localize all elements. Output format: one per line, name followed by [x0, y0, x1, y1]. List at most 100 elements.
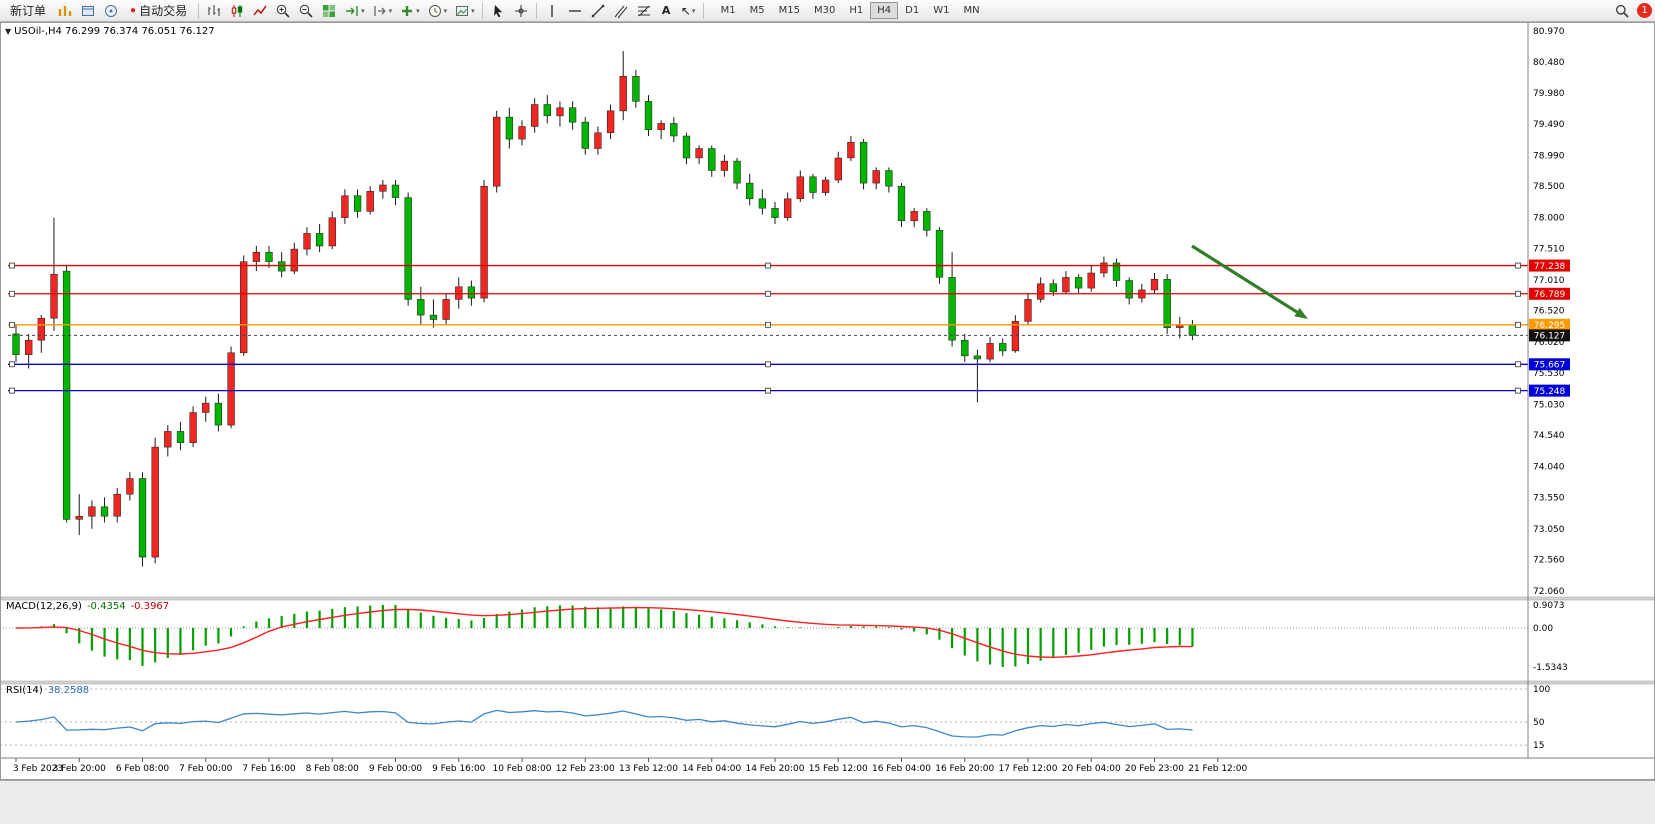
line-handle[interactable]: [9, 290, 15, 297]
timeframe-button-m15[interactable]: M15: [778, 5, 801, 16]
rsi-line: [15, 709, 1193, 738]
svg-text:76.789: 76.789: [1534, 290, 1566, 300]
timeframe-button-m30[interactable]: M30: [814, 5, 836, 16]
timeframe-button-w1[interactable]: W1: [933, 5, 950, 16]
vertical-line-button[interactable]: [541, 1, 563, 20]
line-chart-icon: [253, 5, 267, 15]
svg-text:76.295: 76.295: [1534, 321, 1566, 331]
svg-text:75.248: 75.248: [1534, 387, 1566, 397]
macd-axis-label: 0.00: [1533, 624, 1553, 634]
line-handle[interactable]: [1515, 321, 1521, 328]
zoom-out-button[interactable]: [295, 1, 317, 20]
periods-button[interactable]: ▾: [424, 1, 451, 20]
time-axis-label: 6 Feb 08:00: [116, 764, 170, 774]
notification-badge[interactable]: 1: [1637, 3, 1652, 18]
macd-axis-label: 0.9073: [1533, 601, 1565, 611]
price-badge: [1529, 358, 1570, 371]
pane-splitter[interactable]: [0, 596, 1655, 601]
status-area: [0, 780, 1655, 824]
rsi-label: RSI(14) 38.2588: [6, 685, 89, 696]
time-axis-label: 16 Feb 20:00: [935, 764, 994, 774]
trend-arrow[interactable]: [1191, 244, 1298, 314]
fibonacci-icon: [637, 5, 650, 16]
autotrading-label: 自动交易: [139, 4, 188, 18]
rsi-axis-label: 15: [1533, 741, 1544, 751]
pane-splitter[interactable]: [0, 680, 1655, 685]
toolbar-separator: [535, 2, 537, 19]
svg-text:75.667: 75.667: [1534, 360, 1566, 370]
price-axis-label: 75.030: [1533, 400, 1565, 410]
price-axis-label: 80.970: [1533, 27, 1565, 37]
indicators-button[interactable]: ▾: [396, 1, 423, 20]
zoom-out-icon: [299, 4, 313, 18]
timeframe-group: M1 M5 M15 M30 H1 H4 D1 W1 MN: [714, 2, 987, 19]
toolbar-separator: [198, 2, 200, 19]
autotrading-button[interactable]: ● 自动交易: [123, 1, 194, 20]
templates-button[interactable]: ▾: [451, 1, 478, 20]
text-button[interactable]: A: [656, 1, 677, 20]
tile-windows-icon: [323, 4, 336, 17]
new-order-button[interactable]: 新订单: [3, 1, 53, 20]
line-handle[interactable]: [9, 361, 15, 368]
line-handle[interactable]: [1515, 387, 1521, 394]
line-handle[interactable]: [9, 387, 15, 394]
line-handle[interactable]: [9, 262, 15, 269]
timeframe-button-mn[interactable]: MN: [963, 5, 980, 16]
navigator-button[interactable]: [100, 1, 122, 20]
templates-icon: [456, 5, 469, 16]
chart-symbol-period: USOil-,H4: [14, 26, 62, 37]
line-handle[interactable]: [765, 361, 771, 368]
indicators-icon: [402, 5, 413, 16]
data-window-button[interactable]: [77, 1, 99, 20]
timeframe-button-h4[interactable]: H4: [870, 2, 899, 19]
tile-windows-button[interactable]: [318, 1, 340, 20]
price-axis-label: 73.050: [1533, 525, 1565, 535]
trendline-icon: [591, 4, 604, 17]
time-axis-label: 3 Feb 20:00: [53, 764, 107, 774]
timeframe-button-h1[interactable]: H1: [849, 5, 864, 16]
price-axis-label: 77.510: [1533, 244, 1565, 254]
cursor-button[interactable]: [487, 1, 509, 20]
time-axis-label: 8 Feb 08:00: [306, 764, 360, 774]
trendline-button[interactable]: [587, 1, 609, 20]
arrows-button[interactable]: ↖ ▾: [678, 1, 699, 20]
bar-chart-button[interactable]: [203, 1, 225, 20]
line-handle[interactable]: [765, 262, 771, 269]
price-axis-label: 78.500: [1533, 182, 1565, 192]
auto-scroll-button[interactable]: ▾: [341, 1, 368, 20]
macd-signal-line: [15, 606, 1193, 659]
line-handle[interactable]: [1515, 262, 1521, 269]
chart-shift-button[interactable]: ▾: [369, 1, 396, 20]
timeframe-button-d1[interactable]: D1: [905, 5, 920, 16]
line-handle[interactable]: [765, 290, 771, 297]
timeframe-button-m1[interactable]: M1: [720, 5, 736, 16]
zoom-in-button[interactable]: [272, 1, 294, 20]
price-axis-label: 78.000: [1533, 214, 1565, 224]
horizontal-line-icon: [568, 9, 581, 12]
line-handle[interactable]: [765, 321, 771, 328]
candlestick-button[interactable]: [226, 1, 248, 20]
collapse-icon[interactable]: ▼: [5, 27, 12, 36]
toolbar-separator: [702, 2, 704, 19]
timeframe-button-m5[interactable]: M5: [749, 5, 765, 16]
chart-window[interactable]: 80.970 80.480 79.980 79.490 78.990 78.500 78.0…: [0, 22, 1655, 780]
channel-button[interactable]: [610, 1, 632, 20]
fibonacci-button[interactable]: [633, 1, 655, 20]
crosshair-icon: [514, 4, 527, 17]
line-handle[interactable]: [9, 321, 15, 328]
line-handle[interactable]: [765, 387, 771, 394]
line-handle[interactable]: [1515, 361, 1521, 368]
market-watch-button[interactable]: [54, 1, 76, 20]
horizontal-line-button[interactable]: [564, 1, 586, 20]
time-axis-label: 7 Feb 00:00: [179, 764, 233, 774]
trend-arrow-head: [1294, 307, 1308, 319]
line-handle[interactable]: [1515, 290, 1521, 297]
svg-text:76.127: 76.127: [1534, 332, 1566, 342]
search-button[interactable]: [1611, 1, 1633, 20]
crosshair-button[interactable]: [510, 1, 532, 20]
price-axis-label: 80.480: [1533, 58, 1565, 68]
chart-canvas[interactable]: 80.970 80.480 79.980 79.490 78.990 78.500 78.0…: [0, 22, 1655, 780]
time-axis-label: 13 Feb 12:00: [619, 764, 678, 774]
line-chart-button[interactable]: [249, 1, 271, 20]
